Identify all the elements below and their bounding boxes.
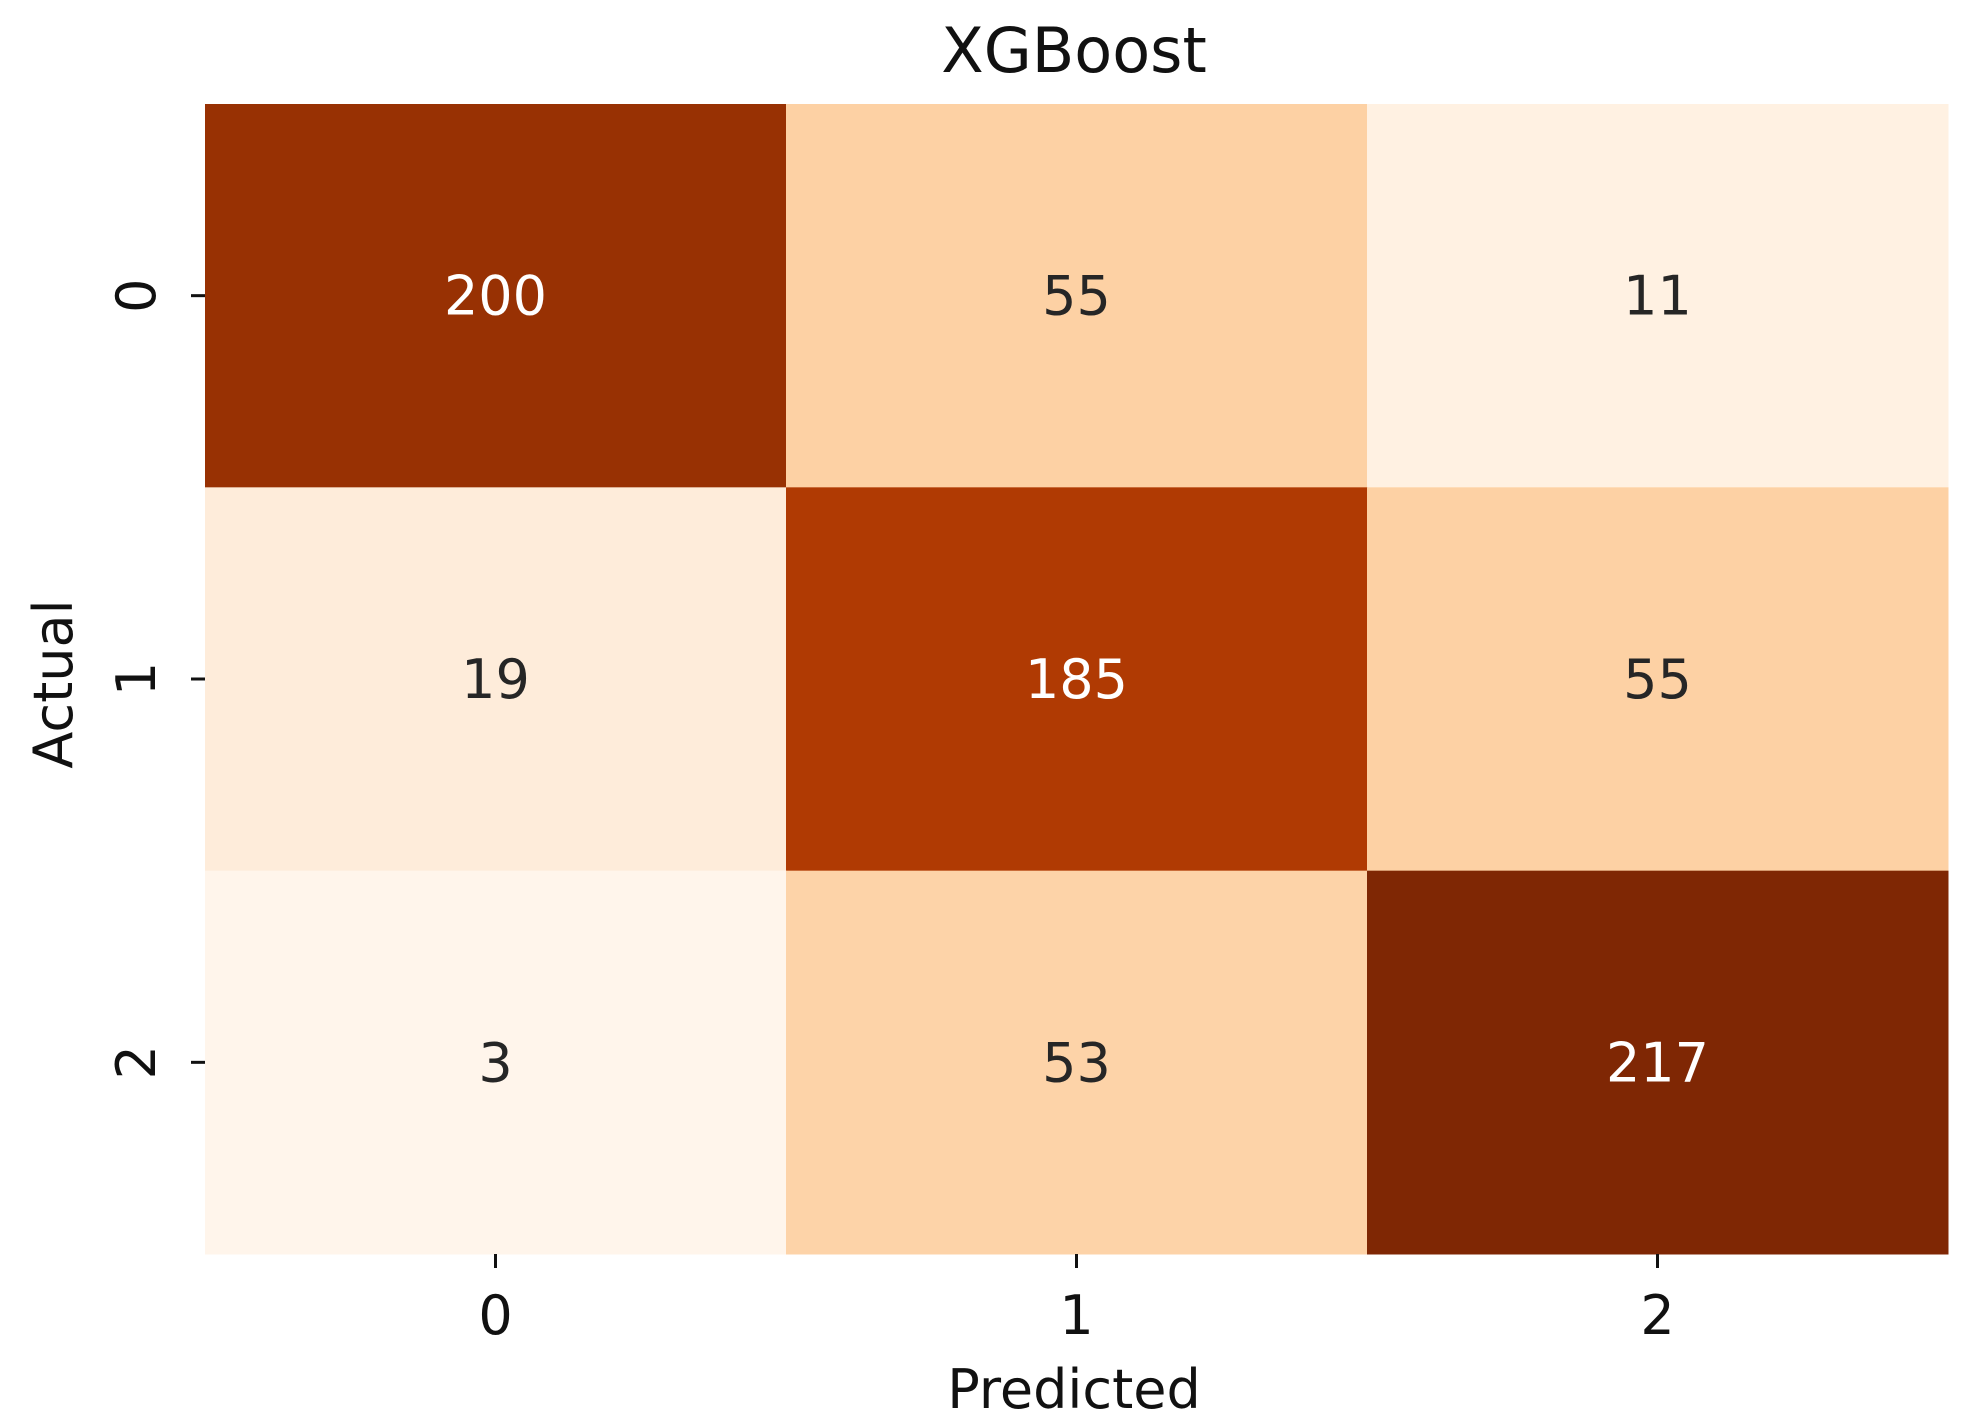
x-tick-label-0: 0	[478, 1284, 512, 1347]
chart-title: XGBoost	[941, 14, 1207, 87]
x-tick-label-2: 2	[1640, 1284, 1674, 1347]
y-tick-label-2: 2	[105, 1045, 168, 1079]
heatmap-cells: 200 55 11 19 185 55 3 53 217	[205, 104, 1949, 1255]
heatmap-cell-2-1	[786, 870, 1368, 1255]
cell-value-label-0-1: 55	[1042, 265, 1111, 328]
heatmap-cell-2-2	[1367, 870, 1949, 1255]
y-tick-label-0: 0	[105, 278, 168, 312]
heatmap-cell-0-0	[205, 104, 787, 488]
heatmap-cell-0-2	[1367, 104, 1949, 488]
cell-value-label-1-1: 185	[1025, 648, 1128, 711]
cell-value-label-1-2: 55	[1623, 648, 1692, 711]
x-axis-label: Predicted	[947, 1358, 1201, 1421]
heatmap-cell-0-1	[786, 104, 1368, 488]
heatmap-cell-2-0	[205, 870, 787, 1255]
axis-ticks: 0 1 2 0 1 2	[105, 278, 1675, 1347]
y-axis-label: Actual	[22, 599, 85, 768]
cell-value-label-0-2: 11	[1623, 265, 1692, 328]
cell-value-label-2-2: 217	[1606, 1031, 1709, 1094]
cell-value-label-2-0: 3	[478, 1031, 512, 1094]
y-tick-label-1: 1	[105, 662, 168, 696]
cell-value-label-2-1: 53	[1042, 1031, 1111, 1094]
x-tick-label-1: 1	[1059, 1284, 1093, 1347]
heatmap-cell-1-2	[1367, 487, 1949, 872]
cell-value-label-0-0: 200	[444, 265, 547, 328]
heatmap-cell-1-1	[786, 487, 1368, 872]
cell-value-label-1-0: 19	[461, 648, 530, 711]
heatmap-cell-1-0	[205, 487, 787, 872]
